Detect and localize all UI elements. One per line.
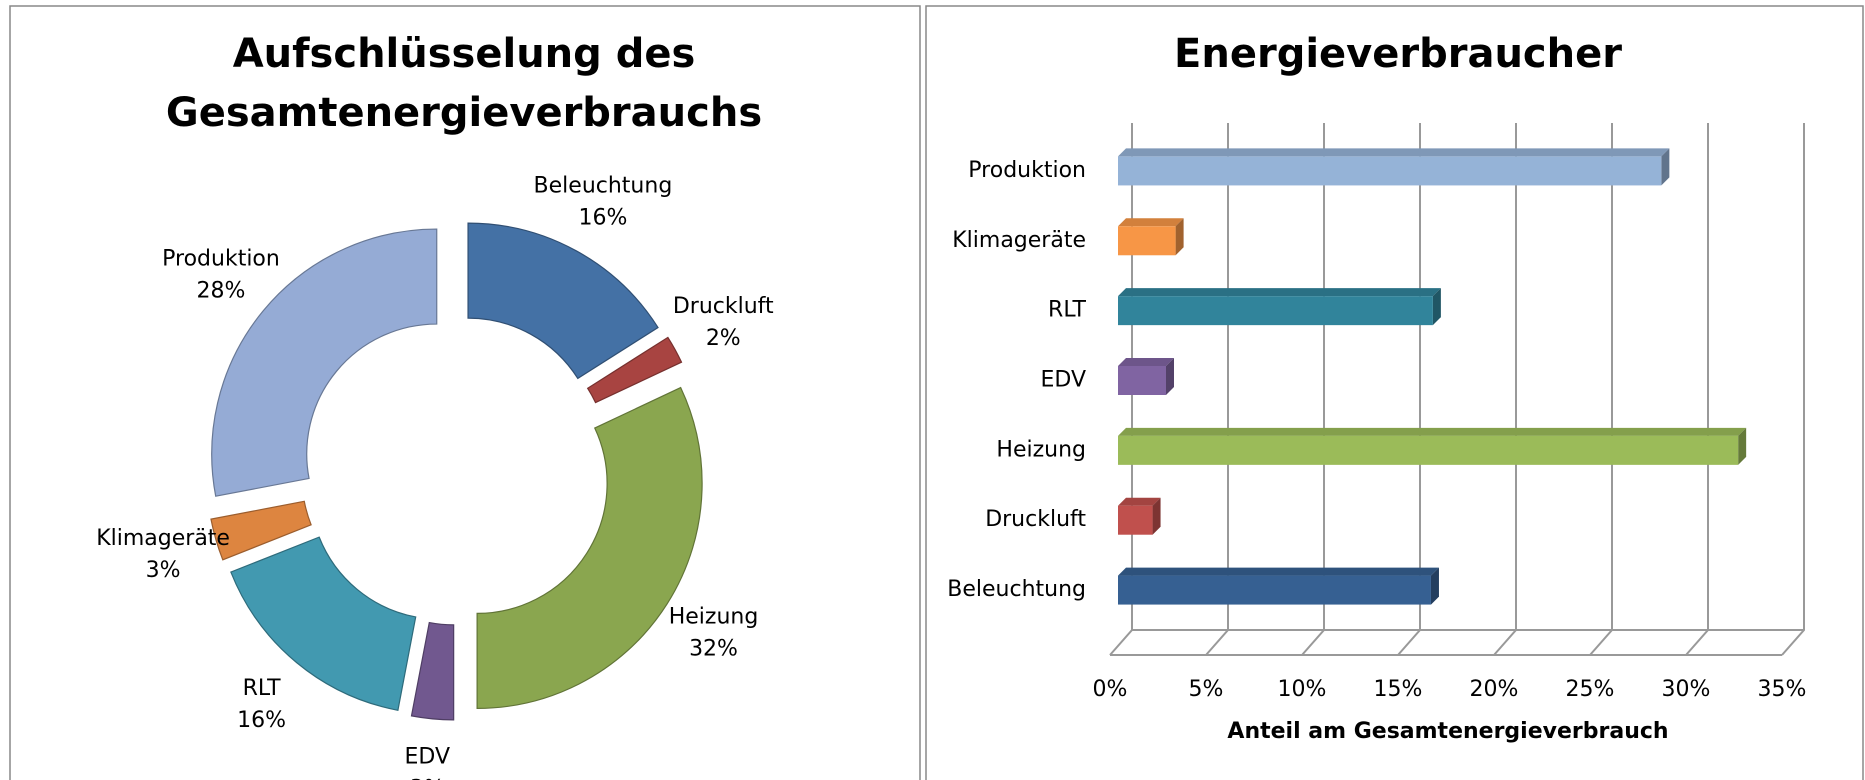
slice-value-label: 3% (146, 558, 181, 583)
slice-label: EDV (405, 745, 451, 770)
slice-label: Heizung (669, 604, 759, 629)
x-axis-title: Anteil am Gesamtenergieverbrauch (1227, 719, 1668, 744)
bar-top (1118, 358, 1174, 366)
slice-value-label: 16% (578, 206, 627, 231)
bar-top (1118, 288, 1441, 297)
y-tick-label: EDV (1040, 368, 1086, 393)
slice-label: Klimageräte (96, 526, 230, 551)
slice-value-label: 2% (706, 326, 741, 351)
donut-slice (230, 536, 417, 711)
bar-side (1430, 567, 1439, 605)
bar-top (1118, 427, 1747, 436)
y-tick-label: RLT (1048, 298, 1087, 323)
x-tick-label: 10% (1278, 677, 1327, 702)
chart-title: Aufschlüsselung des Gesamtenergieverbrauc… (166, 31, 762, 136)
axis-floor (1110, 629, 1804, 656)
bar-top (1118, 218, 1184, 227)
bar (1118, 497, 1161, 535)
slice-value-label: 32% (689, 636, 738, 661)
slice-value-label: 16% (237, 708, 286, 733)
donut-slice (211, 228, 438, 497)
bar-top (1118, 497, 1161, 506)
bar (1118, 218, 1184, 256)
slice-value-label: 3% (410, 777, 445, 780)
x-tick-label: 15% (1374, 677, 1423, 702)
x-tick-label: 35% (1758, 677, 1807, 702)
bar-top (1118, 148, 1670, 157)
bar-side (1738, 427, 1747, 465)
slice-value-label: 28% (197, 279, 246, 304)
bar-side (1166, 358, 1174, 395)
bar-front (1118, 435, 1739, 465)
bar-front (1118, 366, 1166, 395)
bar-side (1175, 218, 1184, 256)
bar-top (1118, 567, 1439, 576)
bar-front (1118, 575, 1431, 605)
donut-slice (210, 500, 312, 561)
y-tick-label: Beleuchtung (947, 577, 1086, 602)
slice-label: Druckluft (673, 294, 774, 319)
bar-front (1118, 156, 1662, 186)
x-tick-label: 25% (1566, 677, 1615, 702)
bar-side (1661, 148, 1670, 186)
donut-slice (410, 621, 455, 721)
x-tick-label: 5% (1189, 677, 1224, 702)
y-tick-label: Heizung (996, 437, 1086, 462)
x-tick-label: 20% (1470, 677, 1519, 702)
y-tick-label: Druckluft (985, 507, 1086, 532)
slice-label: RLT (243, 676, 282, 701)
bar-front (1118, 226, 1176, 256)
bar (1118, 148, 1670, 186)
slice-label: Beleuchtung (534, 174, 673, 199)
bar-side (1152, 497, 1161, 535)
bar (1118, 427, 1747, 465)
right-panel (925, 5, 1864, 780)
left-panel (9, 5, 921, 780)
y-tick-label: Klimageräte (952, 228, 1086, 253)
slice-label: Produktion (162, 247, 280, 272)
y-tick-label: Produktion (968, 158, 1086, 183)
donut-slice (467, 222, 659, 380)
bar-side (1432, 288, 1441, 326)
bar-front (1118, 296, 1433, 326)
donut-slice (476, 386, 703, 710)
donut-slice (586, 336, 683, 404)
bar-front (1118, 505, 1153, 535)
x-tick-label: 30% (1662, 677, 1711, 702)
bar (1118, 288, 1441, 326)
chart-title: Energieverbraucher (1174, 31, 1622, 77)
bar (1118, 358, 1174, 395)
bar (1118, 567, 1439, 605)
x-tick-label: 0% (1093, 677, 1128, 702)
